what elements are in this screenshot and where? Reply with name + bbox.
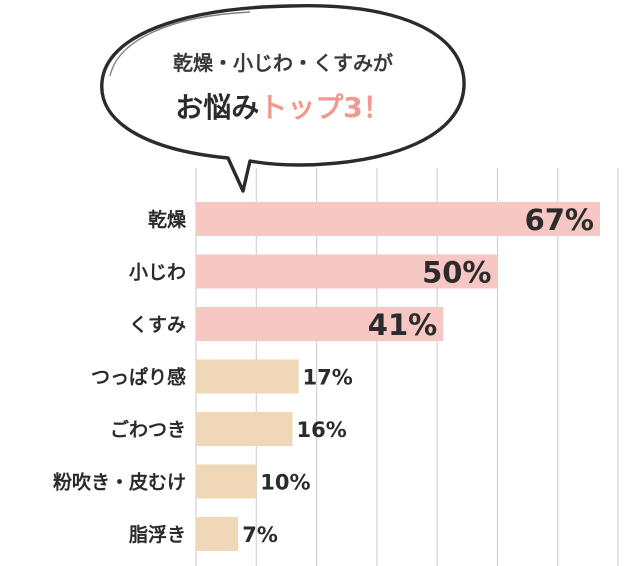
speech-bubble-stroke-accent bbox=[109, 11, 251, 77]
bar-2 bbox=[196, 254, 498, 289]
value-label: 67% bbox=[525, 203, 594, 237]
category-label: 乾燥 bbox=[148, 208, 187, 231]
value-label: 7% bbox=[242, 523, 278, 547]
category-label: 粉吹き・皮むけ bbox=[53, 471, 186, 494]
bubble-title-dark: お悩み bbox=[175, 91, 259, 124]
category-label: 小じわ bbox=[129, 262, 186, 284]
speech-bubble-outline bbox=[100, 3, 466, 193]
bubble-title-line1: 乾燥・小じわ・くすみが bbox=[173, 51, 393, 75]
bar-1 bbox=[196, 202, 601, 236]
value-label: 50% bbox=[422, 256, 491, 290]
category-label: 脂浮き bbox=[129, 523, 186, 546]
category-label: ごわつき bbox=[110, 418, 186, 441]
bar-3 bbox=[196, 307, 444, 341]
value-label: 10% bbox=[260, 471, 310, 495]
bubble-title-accent: トップ3！ bbox=[259, 91, 390, 124]
value-label: 17% bbox=[303, 366, 353, 390]
value-label: 41% bbox=[368, 308, 437, 342]
value-label: 16% bbox=[296, 418, 346, 442]
bar-6 bbox=[196, 464, 257, 499]
category-label: くすみ bbox=[129, 314, 186, 336]
bar-4 bbox=[196, 359, 299, 394]
bar-7 bbox=[196, 517, 239, 551]
speech-bubble: 乾燥・小じわ・くすみが お悩みトップ3！ bbox=[100, 3, 466, 193]
bars: 乾燥 67% 小じわ 50% くすみ 41% つっぱり感 17% ごわつき 16% 粉吹き・皮むけ 1… bbox=[53, 202, 601, 551]
category-label: つっぱり感 bbox=[91, 366, 186, 389]
bar-5 bbox=[196, 412, 293, 446]
bubble-title-line2: お悩みトップ3！ bbox=[175, 91, 391, 124]
